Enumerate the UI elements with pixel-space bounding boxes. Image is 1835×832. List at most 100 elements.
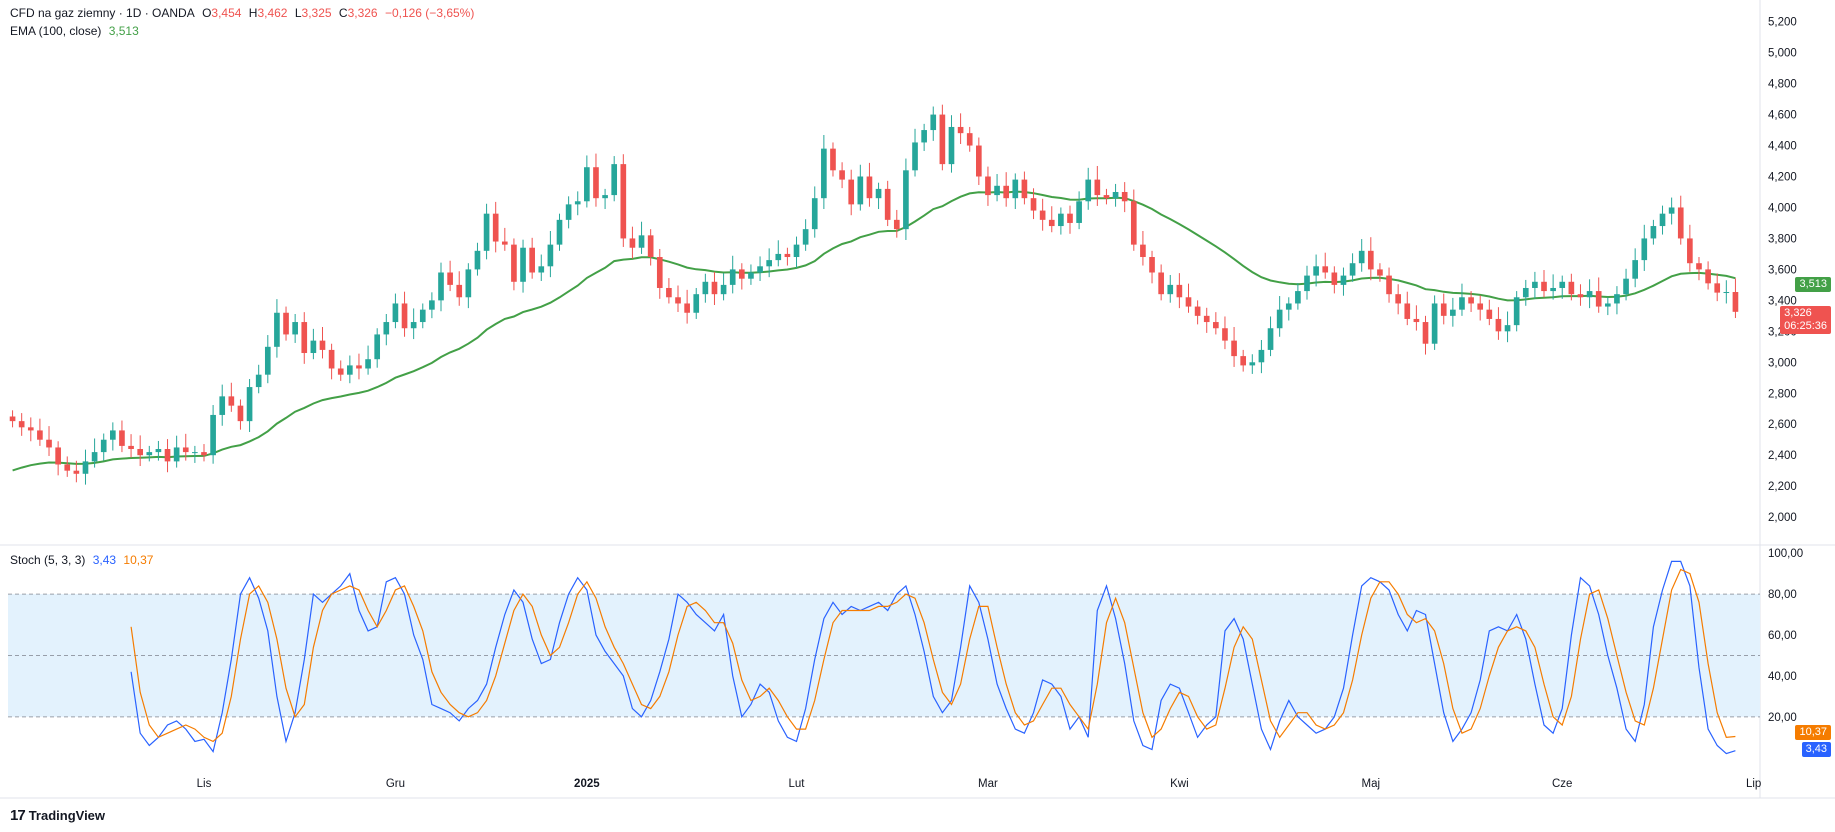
candle (1486, 299, 1493, 326)
candle-body (1340, 275, 1347, 285)
candle-body (602, 195, 608, 199)
candle-body (647, 235, 654, 258)
candle-body (283, 312, 289, 335)
candle (383, 313, 390, 346)
candle-body (1231, 340, 1237, 357)
candle-body (684, 303, 690, 313)
candle-body (1194, 306, 1201, 316)
candle (1231, 327, 1237, 367)
candle-body (474, 250, 481, 270)
stoch-label: Stoch (5, 3, 3) (10, 553, 86, 567)
candle (119, 420, 125, 453)
candle (1295, 283, 1301, 310)
candle (720, 273, 727, 301)
tradingview-brand[interactable]: 17 TradingView (10, 807, 105, 824)
candle (492, 201, 499, 253)
candle (1039, 198, 1046, 231)
candle-body (930, 114, 937, 131)
candle (1067, 205, 1073, 234)
candle-body (1495, 318, 1502, 332)
candle (1176, 273, 1183, 309)
candle-body (921, 130, 927, 143)
candle (811, 186, 818, 238)
candle (1559, 275, 1566, 299)
candle (128, 434, 134, 458)
candle (1440, 293, 1447, 325)
candle-body (1048, 219, 1055, 227)
candle (82, 449, 89, 485)
candle (1322, 252, 1329, 279)
candle (1495, 307, 1502, 340)
candle (757, 256, 763, 282)
stoch-line-k (130, 560, 1736, 755)
candle-body (246, 387, 253, 422)
candle-body (55, 447, 61, 465)
candle-body (383, 322, 390, 335)
candle (1304, 265, 1310, 300)
candle-body (46, 439, 52, 448)
candle (483, 203, 490, 260)
candle (255, 364, 262, 394)
candle-body (419, 309, 426, 323)
candle-body (237, 405, 244, 422)
candle (1513, 291, 1520, 332)
candle-body (720, 284, 727, 295)
candle (638, 221, 645, 254)
candle (27, 417, 34, 442)
symbol-title: CFD na gaz ziemny · 1D · OANDA (10, 6, 195, 20)
candle-body (82, 461, 89, 474)
candle (347, 355, 353, 384)
candle (1185, 283, 1192, 313)
candle-body (1532, 281, 1538, 288)
open-label: O (202, 6, 212, 20)
ema-header: EMA (100, close) 3,513 (10, 24, 143, 38)
candle-body (73, 470, 80, 474)
stoch-tick-label: 100,00 (1768, 548, 1803, 560)
ema-line (12, 190, 1736, 472)
candle-body (392, 303, 399, 323)
candle-body (848, 179, 855, 205)
candle (228, 382, 235, 412)
candle-body (939, 114, 946, 165)
candle (1140, 231, 1146, 266)
candle-body (811, 198, 818, 230)
candle (1112, 183, 1119, 207)
candle (1103, 188, 1110, 205)
candle (1696, 257, 1702, 281)
candle-body (638, 235, 645, 248)
candle (429, 292, 435, 319)
candle (985, 166, 991, 206)
candle (1687, 224, 1693, 272)
candle (328, 343, 335, 380)
candle-body (976, 145, 982, 177)
candle-body (1067, 213, 1073, 223)
candle-body (119, 430, 125, 446)
candle (1632, 248, 1638, 288)
candle (793, 236, 800, 268)
candle (164, 439, 171, 473)
candle-body (1322, 266, 1329, 273)
price-tick-label: 4,400 (1768, 141, 1797, 153)
candle (875, 182, 882, 210)
candle (1714, 273, 1721, 302)
candle (1194, 300, 1201, 325)
candle-body (301, 322, 308, 354)
time-tick-label: Gru (386, 778, 405, 790)
candle (976, 137, 982, 186)
time-tick-label: Lut (789, 778, 806, 790)
candle-body (1149, 257, 1155, 273)
candle-body (1431, 303, 1438, 344)
candle-body (1586, 291, 1593, 298)
candle-body (274, 312, 280, 347)
candle-body (1422, 322, 1429, 344)
candle-body (866, 176, 873, 199)
change-value: −0,126 (−3,65%) (384, 6, 475, 20)
stoch-d-value: 10,37 (123, 553, 154, 567)
candle-body (729, 269, 736, 285)
candle (365, 345, 371, 375)
candle-body (365, 359, 371, 369)
candle-body (128, 445, 134, 450)
candle (1003, 172, 1010, 207)
price-tick-label: 2,000 (1768, 512, 1797, 524)
